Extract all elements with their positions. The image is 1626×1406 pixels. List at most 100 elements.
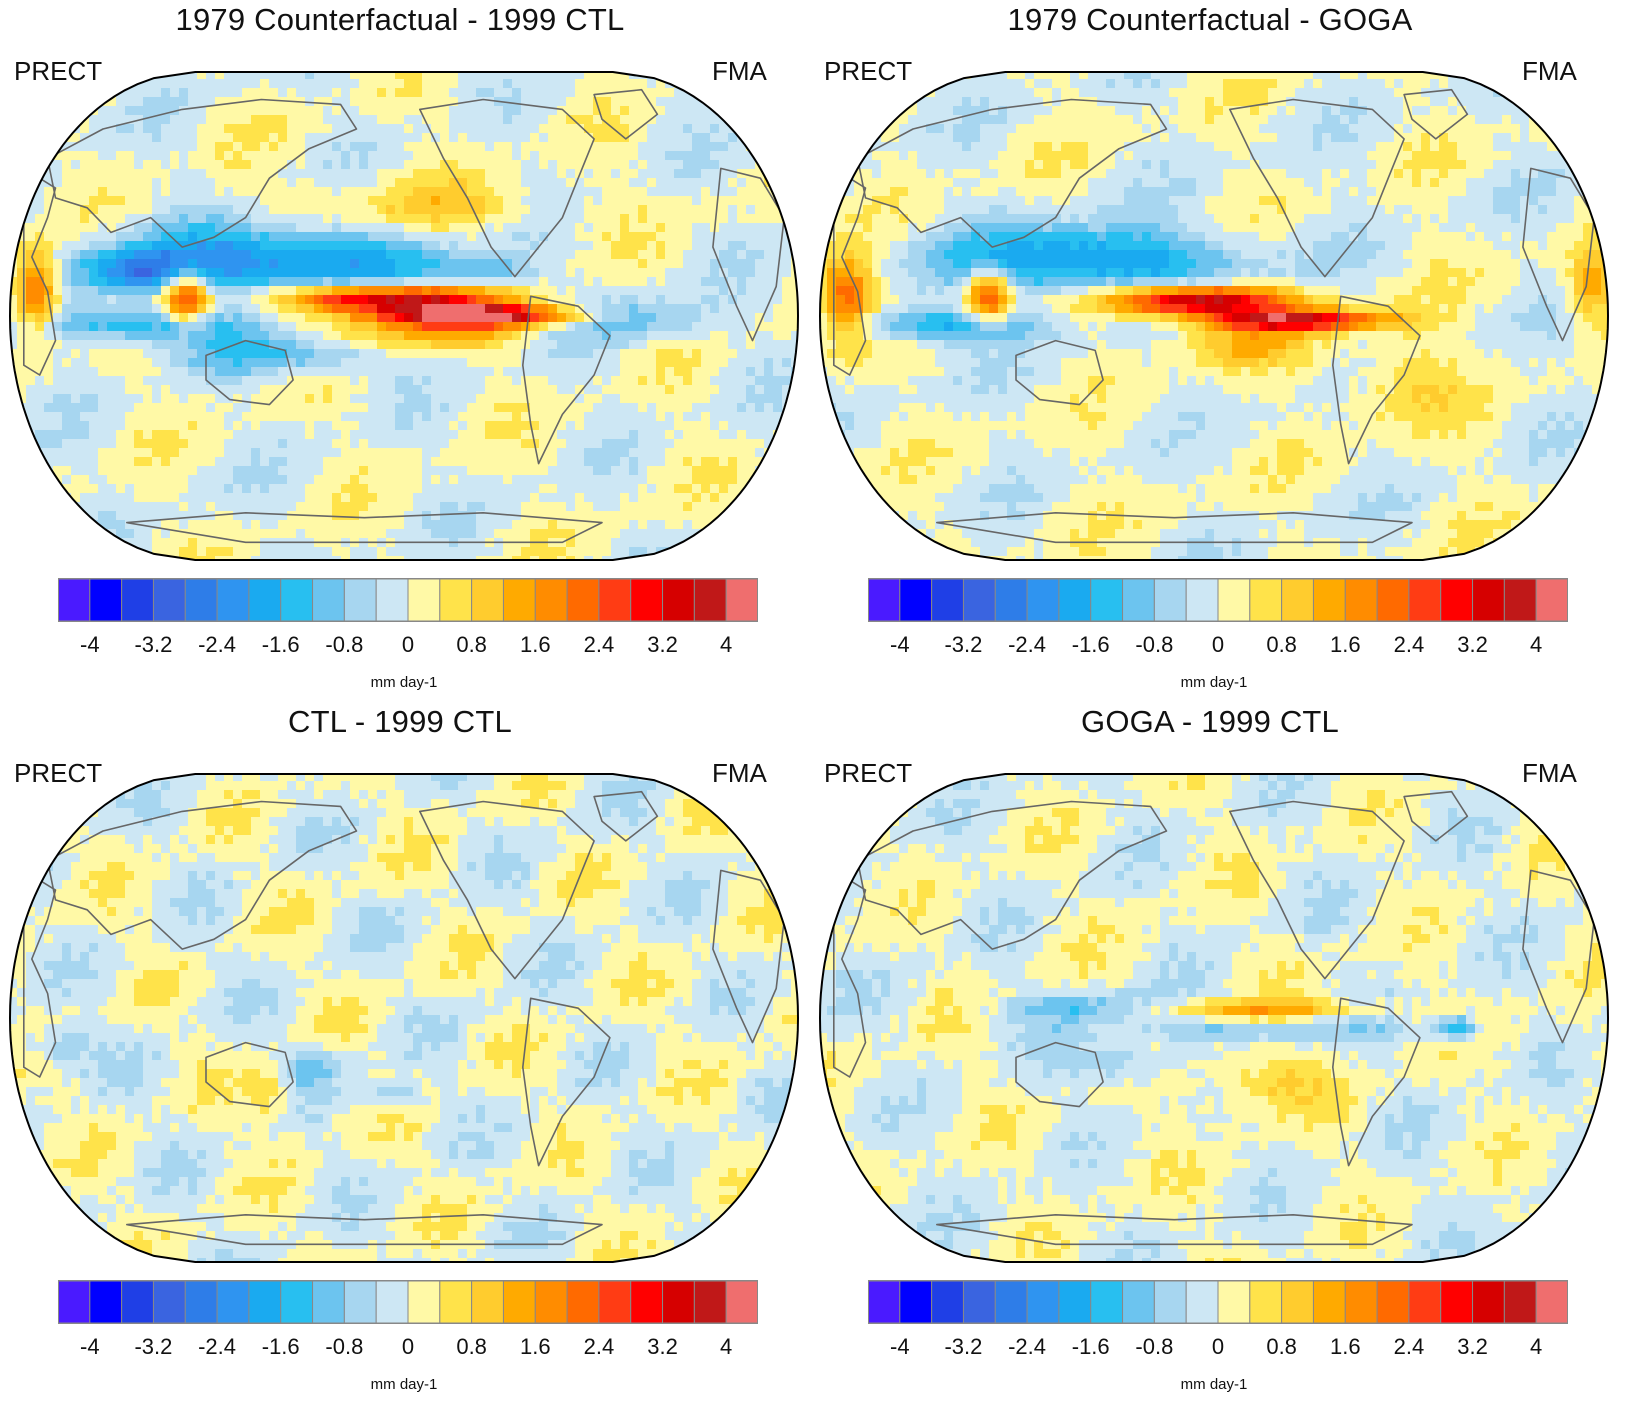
field-cell — [10, 295, 18, 305]
field-cell — [449, 250, 459, 260]
field-cell — [512, 295, 522, 305]
field-cell — [215, 88, 225, 98]
field-cell — [98, 205, 108, 215]
field-cell — [449, 187, 459, 197]
field-cell — [620, 331, 630, 341]
field-cell — [620, 115, 630, 125]
field-cell — [404, 367, 414, 377]
field-cell — [359, 466, 369, 476]
field-cell — [665, 376, 675, 386]
field-cell — [89, 394, 99, 404]
field-cell — [566, 286, 576, 296]
field-cell — [206, 133, 216, 143]
field-cell — [692, 376, 702, 386]
field-cell — [323, 466, 333, 476]
field-cell — [728, 160, 738, 170]
field-cell — [323, 286, 333, 296]
field-cell — [557, 502, 567, 512]
field-cell — [584, 358, 594, 368]
field-cell — [602, 412, 612, 422]
field-cell — [467, 169, 477, 179]
field-cell — [665, 475, 675, 485]
field-cell — [701, 250, 711, 260]
field-cell — [557, 259, 567, 269]
field-cell — [575, 367, 585, 377]
field-cell — [575, 97, 585, 107]
field-cell — [377, 72, 387, 80]
field-cell — [305, 268, 315, 278]
field-cell — [422, 178, 432, 188]
field-cell — [197, 232, 207, 242]
field-cell — [638, 358, 648, 368]
field-cell — [377, 286, 387, 296]
field-cell — [233, 367, 243, 377]
field-cell — [62, 421, 72, 431]
field-cell — [179, 331, 189, 341]
field-cell — [233, 286, 243, 296]
field-cell — [782, 367, 792, 377]
field-cell — [746, 412, 756, 422]
field-cell — [548, 520, 558, 530]
field-cell — [197, 250, 207, 260]
field-cell — [404, 214, 414, 224]
field-cell — [188, 493, 198, 503]
field-cell — [233, 448, 243, 458]
field-cell — [35, 385, 45, 395]
field-cell — [782, 286, 792, 296]
field-cell — [656, 322, 666, 332]
field-cell — [188, 520, 198, 530]
field-cell — [458, 340, 468, 350]
field-cell — [269, 403, 279, 413]
field-cell — [413, 313, 423, 323]
field-cell — [584, 72, 594, 80]
field-cell — [377, 115, 387, 125]
field-cell — [251, 448, 261, 458]
field-cell — [440, 259, 450, 269]
field-cell — [611, 538, 621, 548]
field-cell — [503, 430, 513, 440]
field-cell — [98, 511, 108, 521]
field-cell — [197, 259, 207, 269]
field-cell — [656, 124, 666, 134]
field-cell — [431, 484, 441, 494]
field-cell — [314, 448, 324, 458]
field-cell — [611, 403, 621, 413]
field-cell — [89, 151, 99, 161]
field-cell — [665, 322, 675, 332]
field-cell — [242, 187, 252, 197]
field-cell — [431, 232, 441, 242]
field-cell — [548, 259, 558, 269]
field-cell — [773, 88, 783, 98]
field-cell — [476, 403, 486, 413]
field-cell — [305, 304, 315, 314]
field-cell — [404, 259, 414, 269]
field-cell — [179, 376, 189, 386]
field-cell — [611, 223, 621, 233]
field-cell — [377, 79, 387, 89]
field-cell — [530, 511, 540, 521]
field-cell — [179, 178, 189, 188]
field-cell — [746, 232, 756, 242]
field-cell — [422, 277, 432, 287]
field-cell — [755, 169, 765, 179]
field-cell — [224, 72, 234, 80]
field-cell — [251, 232, 261, 242]
field-cell — [503, 511, 513, 521]
field-cell — [638, 259, 648, 269]
field-cell — [494, 142, 504, 152]
field-cell — [377, 259, 387, 269]
colorbar-tick-label: 1.6 — [519, 632, 551, 657]
field-cell — [107, 349, 117, 359]
field-cell — [17, 421, 27, 431]
field-cell — [10, 160, 18, 170]
field-cell — [233, 394, 243, 404]
field-cell — [62, 142, 72, 152]
field-cell — [143, 412, 153, 422]
field-cell — [35, 529, 45, 539]
field-cell — [548, 322, 558, 332]
field-cell — [98, 340, 108, 350]
field-cell — [575, 457, 585, 467]
field-cell — [566, 313, 576, 323]
field-cell — [611, 187, 621, 197]
field-cell — [179, 72, 189, 80]
